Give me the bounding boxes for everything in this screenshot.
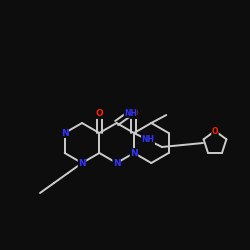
Text: NH: NH (142, 136, 154, 144)
Text: NH: NH (124, 108, 137, 118)
Text: O: O (130, 110, 138, 118)
Text: O: O (212, 126, 218, 136)
Text: N: N (78, 158, 86, 168)
Text: N: N (113, 158, 120, 168)
Text: N: N (130, 148, 138, 158)
Text: O: O (96, 110, 103, 118)
Text: N: N (61, 128, 68, 138)
